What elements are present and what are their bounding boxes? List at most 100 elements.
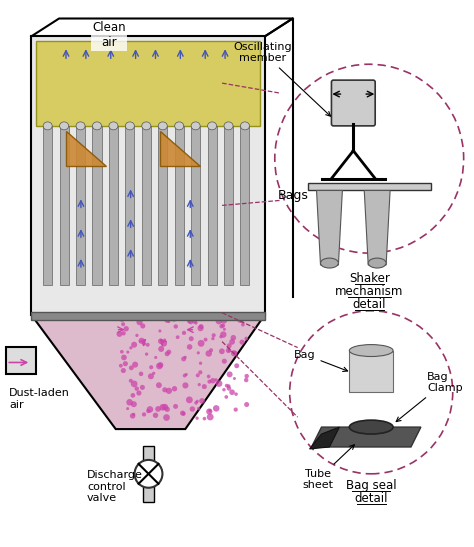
Circle shape <box>221 323 225 328</box>
Circle shape <box>142 342 146 346</box>
Circle shape <box>227 384 230 388</box>
Circle shape <box>135 334 138 337</box>
Circle shape <box>159 404 166 411</box>
Circle shape <box>129 365 134 370</box>
Circle shape <box>121 368 126 373</box>
Circle shape <box>138 337 145 344</box>
Ellipse shape <box>349 420 393 434</box>
Circle shape <box>153 412 158 418</box>
FancyBboxPatch shape <box>224 126 233 285</box>
Circle shape <box>140 323 146 329</box>
Circle shape <box>219 335 223 339</box>
Circle shape <box>182 412 186 416</box>
Text: detail: detail <box>353 298 386 311</box>
Circle shape <box>162 315 169 321</box>
Circle shape <box>171 315 177 322</box>
Circle shape <box>222 388 226 392</box>
FancyBboxPatch shape <box>43 126 52 285</box>
Circle shape <box>155 406 161 412</box>
Circle shape <box>212 333 216 337</box>
Circle shape <box>227 386 231 391</box>
FancyBboxPatch shape <box>6 347 36 374</box>
Circle shape <box>126 351 129 353</box>
Circle shape <box>148 315 153 320</box>
Text: Discharge
control
valve: Discharge control valve <box>87 470 143 503</box>
Circle shape <box>164 317 170 323</box>
Polygon shape <box>66 131 106 166</box>
Ellipse shape <box>43 122 52 130</box>
Polygon shape <box>161 131 200 166</box>
Circle shape <box>146 409 150 413</box>
Ellipse shape <box>320 258 338 268</box>
Circle shape <box>197 407 200 410</box>
Circle shape <box>233 377 236 380</box>
Circle shape <box>197 351 200 354</box>
Circle shape <box>181 357 186 362</box>
Circle shape <box>154 356 157 359</box>
Circle shape <box>244 378 248 382</box>
Ellipse shape <box>224 122 233 130</box>
FancyBboxPatch shape <box>31 312 265 320</box>
FancyBboxPatch shape <box>349 351 393 392</box>
FancyBboxPatch shape <box>240 126 249 285</box>
Ellipse shape <box>125 122 135 130</box>
Circle shape <box>180 411 185 416</box>
Circle shape <box>140 385 145 390</box>
Circle shape <box>129 379 133 383</box>
Circle shape <box>199 362 202 365</box>
Circle shape <box>190 406 195 412</box>
Circle shape <box>198 340 204 347</box>
Ellipse shape <box>60 122 69 130</box>
Circle shape <box>216 318 222 324</box>
Ellipse shape <box>349 345 393 357</box>
Circle shape <box>196 400 199 403</box>
FancyBboxPatch shape <box>143 446 155 502</box>
Ellipse shape <box>240 122 249 130</box>
Circle shape <box>188 318 193 324</box>
Circle shape <box>244 402 249 407</box>
Circle shape <box>239 340 245 345</box>
Circle shape <box>120 350 124 353</box>
Circle shape <box>126 399 133 405</box>
Circle shape <box>241 323 245 327</box>
Circle shape <box>194 401 198 405</box>
FancyBboxPatch shape <box>191 126 200 285</box>
Circle shape <box>130 393 135 398</box>
Ellipse shape <box>208 122 217 130</box>
Circle shape <box>146 343 150 347</box>
Circle shape <box>216 380 222 387</box>
Circle shape <box>158 329 162 333</box>
Polygon shape <box>310 427 339 449</box>
Circle shape <box>126 407 129 410</box>
Text: Dust-laden
air: Dust-laden air <box>9 388 70 410</box>
FancyBboxPatch shape <box>109 126 118 285</box>
Circle shape <box>163 414 170 421</box>
Circle shape <box>206 409 212 415</box>
Circle shape <box>225 384 228 387</box>
Circle shape <box>198 383 201 386</box>
Circle shape <box>230 335 236 340</box>
Circle shape <box>198 325 204 331</box>
Circle shape <box>162 387 167 392</box>
Text: Shaker: Shaker <box>349 272 390 285</box>
Ellipse shape <box>142 122 151 130</box>
Circle shape <box>213 405 219 412</box>
Circle shape <box>229 389 235 395</box>
FancyBboxPatch shape <box>142 126 151 285</box>
Circle shape <box>131 342 137 348</box>
Circle shape <box>185 373 188 376</box>
Polygon shape <box>317 190 342 265</box>
Circle shape <box>227 371 233 377</box>
Circle shape <box>187 344 192 350</box>
Circle shape <box>231 350 237 356</box>
Text: detail: detail <box>355 492 388 505</box>
Ellipse shape <box>368 258 386 268</box>
Circle shape <box>131 381 137 387</box>
Circle shape <box>173 404 178 409</box>
Polygon shape <box>311 427 421 447</box>
FancyBboxPatch shape <box>125 126 135 285</box>
Circle shape <box>182 331 186 335</box>
Circle shape <box>164 406 170 412</box>
Circle shape <box>158 339 164 344</box>
Text: Clean
air: Clean air <box>92 21 126 49</box>
